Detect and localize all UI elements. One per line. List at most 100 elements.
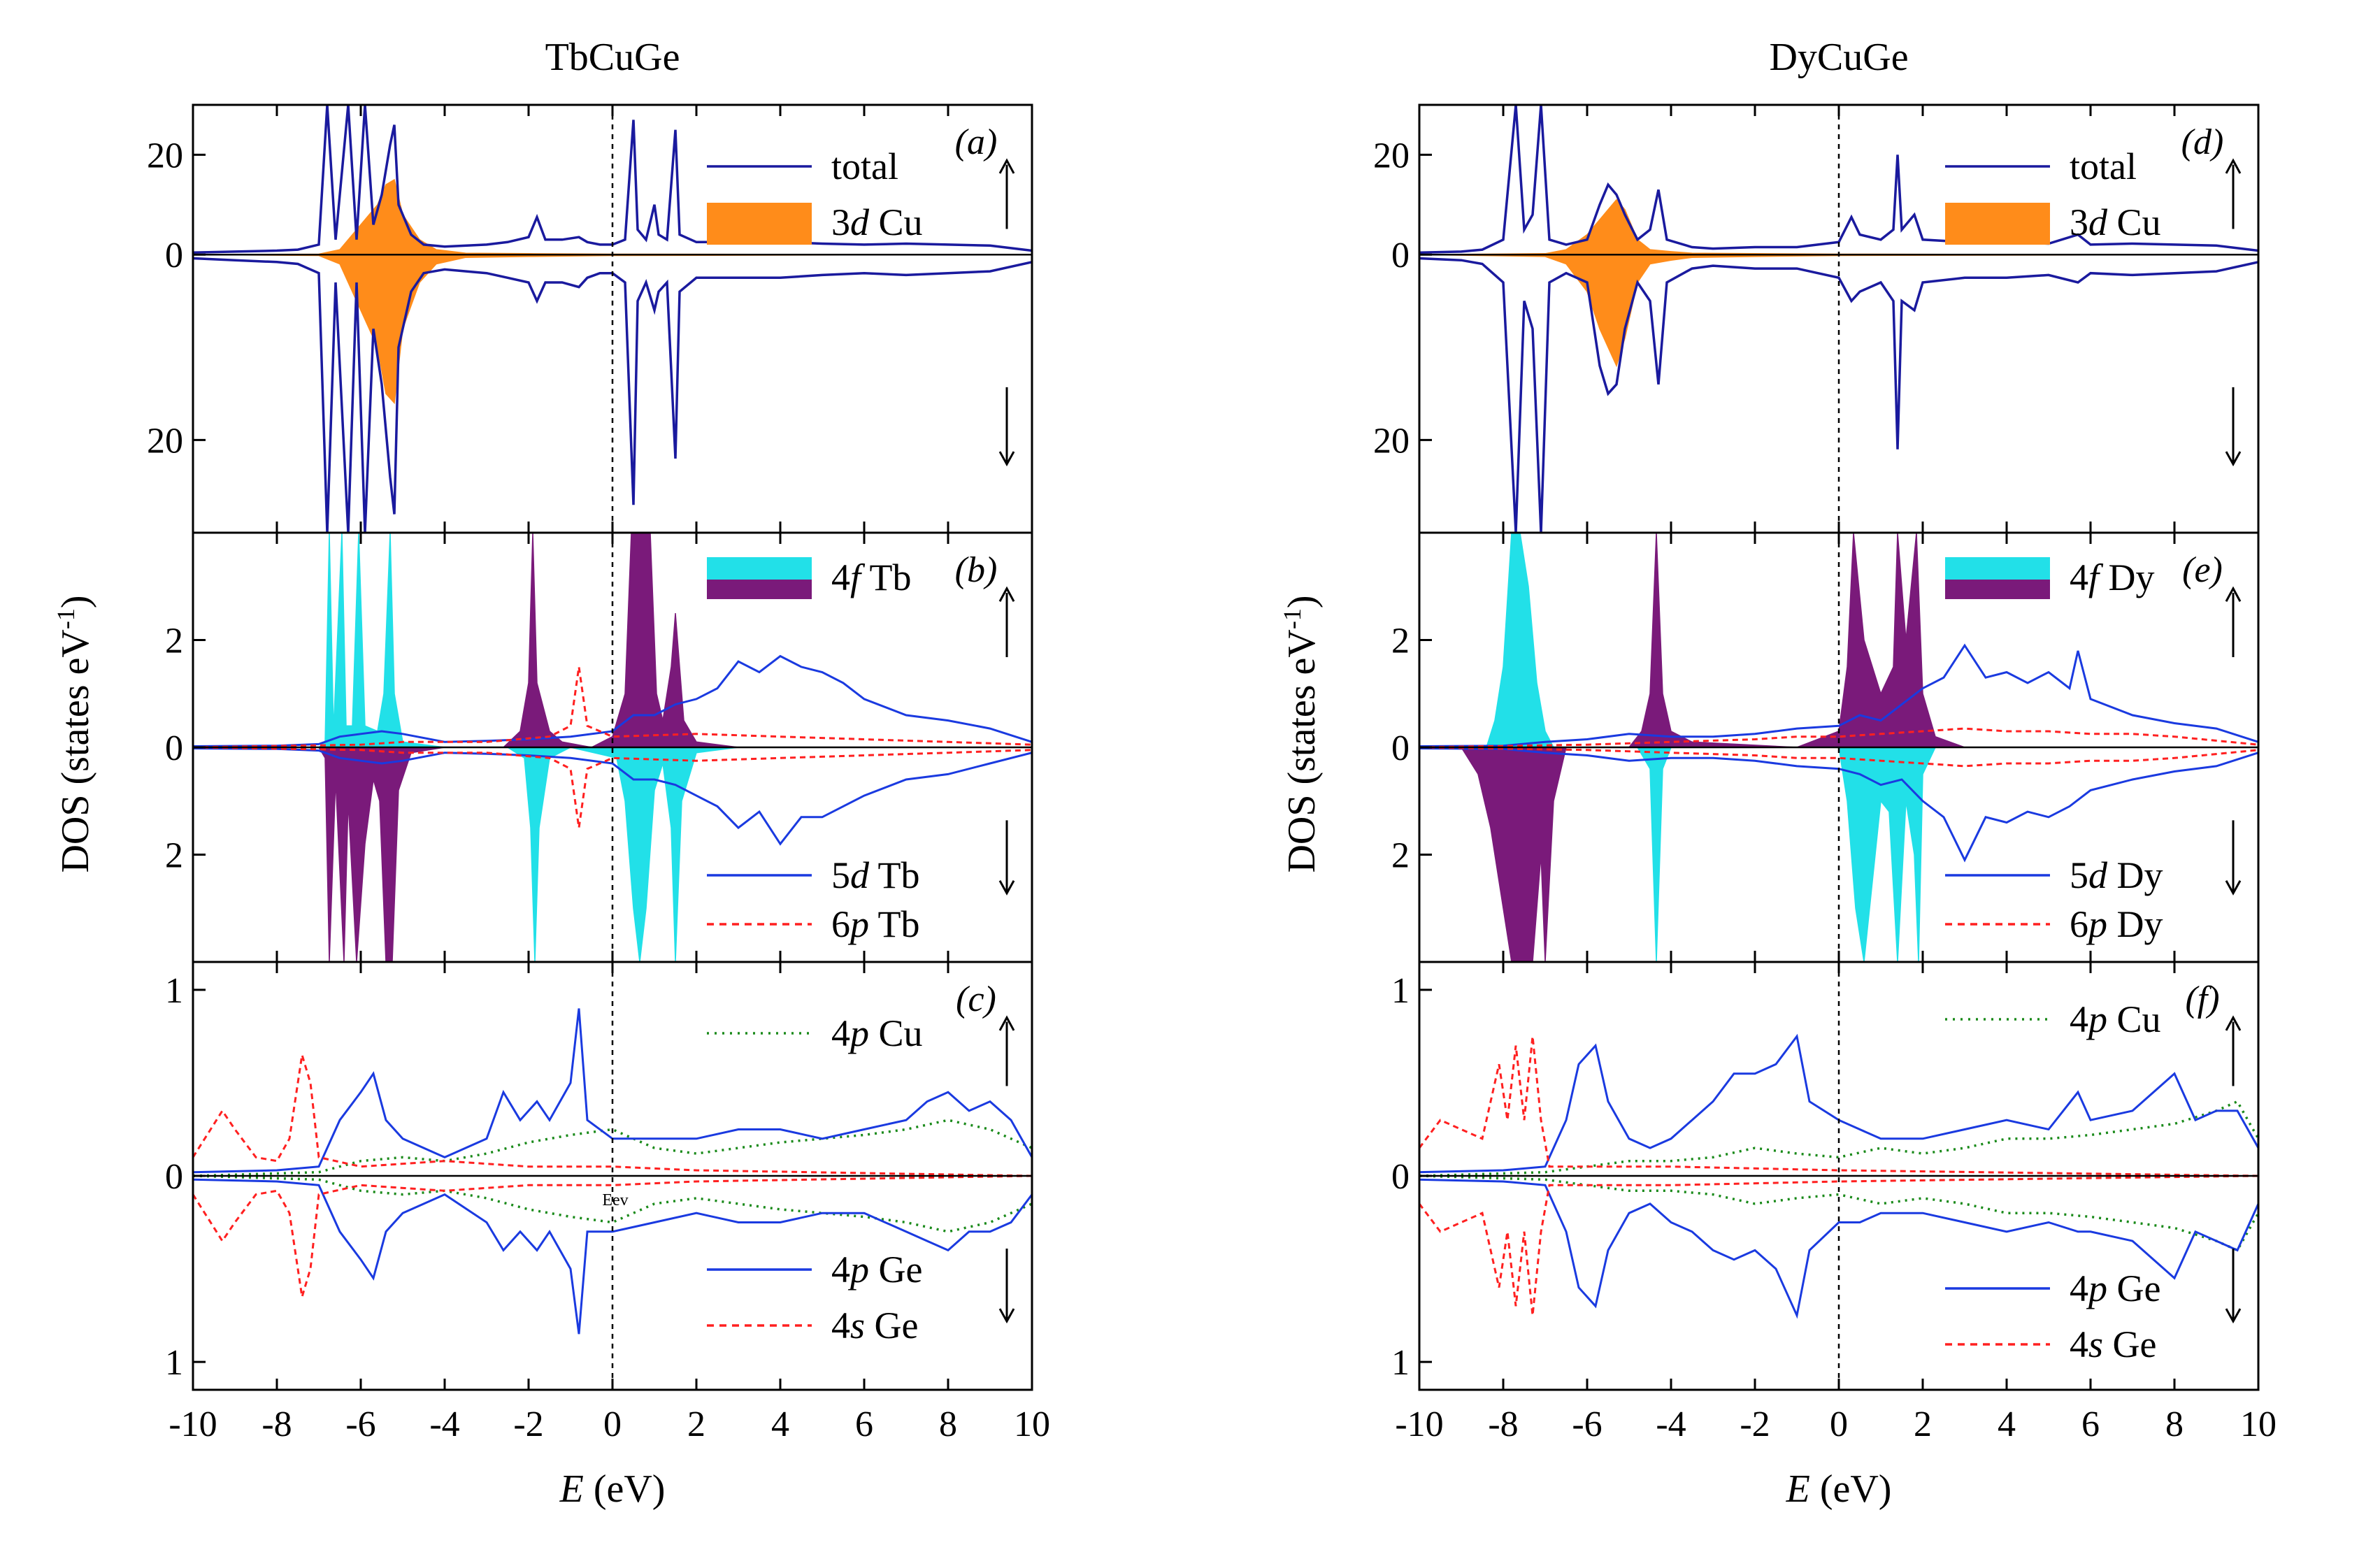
y-tick-label: 1: [1391, 1343, 1410, 1383]
panel-b: 2 0 2 (b) 4f Tb 5d Tb 6p Tb: [165, 531, 1033, 963]
x-tick-label: -10: [1395, 1404, 1443, 1444]
series-4f-tb-purple-down-fill: [193, 747, 1032, 962]
labels-layer: TbCuGe DyCuGe DOS (states eV-1) E (eV) DOS (…: [52, 36, 1909, 1511]
series-4p-ge-down: [1419, 1178, 2258, 1319]
legend: 4f Dy 5d Dy 6p Dy: [1945, 556, 2163, 945]
series-4p-ge-up: [1419, 1033, 2258, 1174]
legend: 4p Cu 4p Ge 4s Ge: [1945, 998, 2161, 1365]
series-5d-tb-up: [193, 654, 1032, 747]
x-tick-label: 4: [1998, 1404, 2016, 1444]
y-tick-label: 20: [1373, 136, 1410, 175]
spin-up-arrowhead: [2225, 586, 2242, 602]
series-5d-dy-down: [1419, 747, 2258, 863]
x-tick-label: 4: [771, 1404, 789, 1444]
legend-label: total: [2070, 145, 2137, 187]
column-title: DyCuGe: [1769, 36, 1908, 79]
x-tick-label: 6: [855, 1404, 873, 1444]
series-6p-dy-up: [1419, 727, 2258, 749]
series-4f-dy-up-down-fill: [1419, 747, 2258, 962]
x-tick-label: -2: [513, 1404, 543, 1444]
plot-area: [1419, 533, 2258, 962]
series-6p-tb-down: [193, 746, 1032, 828]
panel-letter: (e): [2182, 550, 2223, 590]
legend-label: total: [831, 145, 898, 187]
y-axis-title: DOS (states eV-1): [52, 595, 97, 872]
x-tick-label: -6: [345, 1404, 375, 1444]
legend-swatch: [707, 557, 812, 580]
series-5d-dy-up: [1419, 643, 2258, 747]
x-tick-label: 6: [2081, 1404, 2100, 1444]
spin-up-arrowhead: [998, 158, 1015, 174]
legend-label: 4p Cu: [831, 1012, 923, 1054]
x-tick-label: -4: [429, 1404, 459, 1444]
x-tick-label: 2: [1914, 1404, 1932, 1444]
series-4s-ge-down: [1419, 1174, 2258, 1316]
spin-up-arrowhead: [998, 1015, 1015, 1031]
panel-letter: (a): [955, 122, 998, 162]
column-title: TbCuGe: [545, 36, 680, 79]
y-tick-label: 1: [165, 1343, 183, 1383]
spin-up-arrowhead: [2225, 1015, 2242, 1031]
legend: 4p Cu 4p Ge 4s Ge: [707, 1012, 923, 1346]
series-4p-cu-down: [1419, 1174, 2258, 1252]
x-tick-label: -4: [1656, 1404, 1686, 1444]
spin-up-arrowhead: [998, 586, 1015, 602]
panel-a: 20 0 20 (a) total 3d Cu: [147, 103, 1033, 534]
y-tick-label: 2: [1391, 836, 1410, 876]
plot-area: [1419, 1033, 2258, 1319]
x-tick-label: 0: [603, 1404, 622, 1444]
fermi-marker-label: Eev: [602, 1191, 628, 1209]
x-axis-title: E (eV): [1786, 1467, 1892, 1511]
x-tick-label: -2: [1740, 1404, 1770, 1444]
x-tick-label: 8: [2165, 1404, 2184, 1444]
y-tick-label: 0: [165, 236, 183, 275]
y-tick-label: 1: [1391, 971, 1410, 1011]
legend-label: 4f Dy: [2070, 556, 2155, 598]
legend-swatch: [1945, 557, 2050, 580]
series-4f-dy-purple-down-fill: [1419, 747, 2258, 962]
x-tick-label: 10: [2240, 1404, 2277, 1444]
legend-label: 4s Ge: [831, 1305, 918, 1346]
series-4f-dy-purple-up-fill: [1419, 533, 2258, 748]
spin-down-arrowhead: [2225, 880, 2242, 896]
series-6p-dy-down: [1419, 746, 2258, 768]
legend-label: 6p Tb: [831, 903, 920, 945]
panel-letter: (b): [955, 550, 998, 590]
x-tick-label: -8: [1488, 1404, 1518, 1444]
series-4f-tb-up-down-fill: [193, 747, 1032, 962]
panel-letter: (f): [2185, 979, 2219, 1019]
legend-label: 3d Cu: [2070, 201, 2161, 243]
series-4f-tb-purple-up-fill: [193, 533, 1032, 748]
series-4s-ge-down: [193, 1174, 1032, 1298]
legend-swatch: [707, 203, 812, 245]
y-tick-label: 0: [1391, 236, 1410, 275]
panel-d: 20 0 20 (d) total 3d Cu: [1373, 103, 2260, 534]
legend-label: 5d Dy: [2070, 854, 2163, 896]
spin-down-arrowhead: [998, 451, 1015, 467]
series-4p-ge-down: [193, 1178, 1032, 1335]
legend-label: 6p Dy: [2070, 903, 2163, 945]
x-tick-label: -8: [261, 1404, 292, 1444]
plot-area: [1419, 105, 2258, 533]
y-tick-label: 2: [165, 621, 183, 661]
series-4p-cu-down: [193, 1174, 1032, 1233]
x-tick-label: 8: [939, 1404, 957, 1444]
x-tick-label: -10: [169, 1404, 217, 1444]
series-6p-tb-up: [193, 666, 1032, 749]
legend-label: 4p Ge: [831, 1249, 922, 1291]
x-tick-label: -6: [1572, 1404, 1602, 1444]
x-axis-title: E (eV): [559, 1467, 666, 1511]
x-tick-label: 0: [1830, 1404, 1848, 1444]
y-tick-label: 20: [147, 136, 183, 175]
panel-letter: (d): [2181, 122, 2224, 162]
spin-down-arrowhead: [2225, 1308, 2242, 1324]
series-4p-cu-up: [1419, 1100, 2258, 1177]
series-4s-ge-up: [193, 1054, 1032, 1177]
y-axis-title: DOS (states eV-1): [1278, 595, 1324, 872]
legend: 4f Tb 5d Tb 6p Tb: [707, 556, 920, 945]
legend-label: 5d Tb: [831, 854, 920, 896]
